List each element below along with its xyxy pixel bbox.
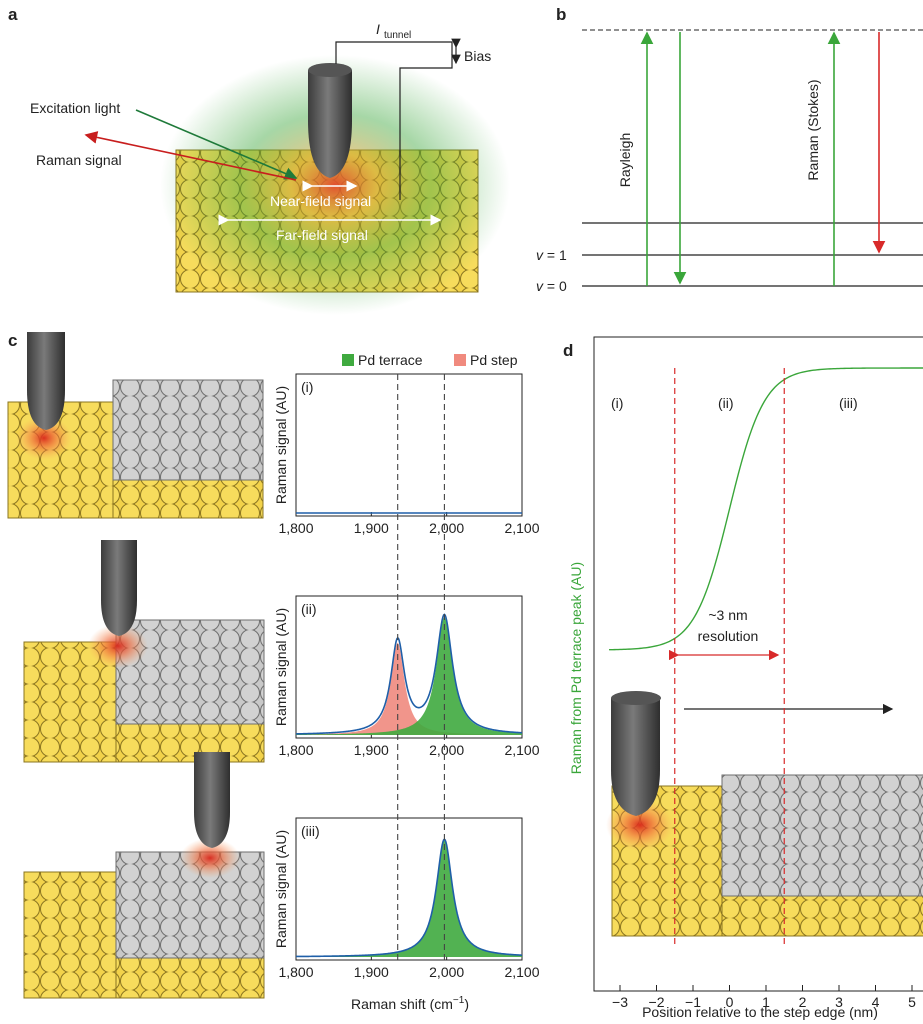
spectrum-line-1 xyxy=(295,613,523,735)
legend-terrace: Pd terrace xyxy=(358,352,423,368)
d-x-tick-label-5: 2 xyxy=(799,994,807,1010)
c-xlabel: Raman shift (cm−1) xyxy=(351,995,469,1012)
peak-fill-1-0 xyxy=(296,642,522,735)
v0-label: v = 0 xyxy=(536,278,567,294)
panel-a-label: a xyxy=(8,5,18,24)
x-tick-label-2-1: 1,900 xyxy=(354,964,389,980)
resolution-line2: resolution xyxy=(698,628,759,644)
c-xlabel-main: Raman shift (cm xyxy=(351,996,453,1012)
subplot-label-i: (i) xyxy=(301,379,313,395)
v1-value: = 1 xyxy=(543,247,567,263)
d-x-tick-label-6: 3 xyxy=(835,994,843,1010)
x-tick-label-2-3: 2,100 xyxy=(504,964,539,980)
region-i: (i) xyxy=(611,395,623,411)
x-tick-label-0-1: 1,900 xyxy=(354,520,389,536)
d-x-tick-label-4: 1 xyxy=(762,994,770,1010)
panel-b-label: b xyxy=(556,5,566,24)
spectrum-plot-iii xyxy=(295,817,523,961)
v0-symbol: v xyxy=(536,278,544,294)
peak-fill-2-0 xyxy=(296,839,522,957)
region-iii: (iii) xyxy=(839,395,858,411)
d-x-tick-label-2: −1 xyxy=(685,994,701,1010)
c-xlabel-sup: −1 xyxy=(453,995,465,1006)
x-tick-label-1-1: 1,900 xyxy=(354,742,389,758)
subplot-label-iii: (iii) xyxy=(301,823,320,839)
d-x-tick-label-1: −2 xyxy=(649,994,665,1010)
resolution-line1: ~3 nm xyxy=(708,607,747,623)
d-plot-frame xyxy=(593,336,923,992)
x-tick-label-2-2: 2,000 xyxy=(429,964,464,980)
raman-stokes-label: Raman (Stokes) xyxy=(805,79,821,180)
bias-label: Bias xyxy=(464,48,491,64)
d-marks: −3 −2 −1 0 1 2 3 4 5 xyxy=(609,367,923,1010)
x-tick-label-0-2: 2,000 xyxy=(429,520,464,536)
panel-d-label: d xyxy=(563,341,573,360)
rayleigh-label: Rayleigh xyxy=(617,133,633,187)
near-field-label: Near-field signal xyxy=(270,193,371,209)
spectrum-line-2 xyxy=(295,838,523,958)
d-illustration xyxy=(606,691,923,937)
x-tick-label-1-2: 2,000 xyxy=(429,742,464,758)
x-tick-label-0-3: 2,100 xyxy=(504,520,539,536)
terrace-signal-curve xyxy=(609,367,923,651)
illustration-i xyxy=(7,332,264,519)
far-field-label: Far-field signal xyxy=(276,227,368,243)
ylabel-i: Raman signal (AU) xyxy=(273,386,289,504)
raman-signal-label: Raman signal xyxy=(36,152,122,168)
c-xlabel-tail: ) xyxy=(464,996,469,1012)
d-x-tick-label-7: 4 xyxy=(872,994,880,1010)
ylabel-iii: Raman signal (AU) xyxy=(273,830,289,948)
region-ii: (ii) xyxy=(718,395,734,411)
panel-a: a I tunnel Bias Excitation light Raman s… xyxy=(8,5,510,315)
tunnel-subscript: tunnel xyxy=(384,30,411,41)
subplot-label-ii: (ii) xyxy=(301,601,317,617)
raman-signal-arrow xyxy=(84,131,297,181)
x-tick-label-0-0: 1,800 xyxy=(278,520,313,536)
panel-c-label: c xyxy=(8,331,17,350)
excitation-label: Excitation light xyxy=(30,100,120,116)
stm-tip xyxy=(308,66,352,178)
illustration-ii xyxy=(23,540,265,763)
d-x-tick-label-0: −3 xyxy=(612,994,628,1010)
spectrum-plot-ii xyxy=(295,595,523,739)
x-tick-label-2-0: 1,800 xyxy=(278,964,313,980)
x-tick-label-1-3: 2,100 xyxy=(504,742,539,758)
panel-b: b Rayleigh Raman (Stokes) v = 1 v = 0 xyxy=(536,5,923,294)
v1-label: v = 1 xyxy=(536,247,567,263)
d-ylabel: Raman from Pd terrace peak (AU) xyxy=(568,562,584,774)
x-tick-label-1-0: 1,800 xyxy=(278,742,313,758)
d-x-tick-label-3: 0 xyxy=(726,994,734,1010)
legend-swatch-terrace xyxy=(342,354,354,366)
ylabel-ii: Raman signal (AU) xyxy=(273,608,289,726)
excitation-arrow xyxy=(135,109,298,180)
panel-c: c Pd terrace Pd step xyxy=(7,331,540,1012)
tunnel-label: I xyxy=(376,21,380,37)
legend-step: Pd step xyxy=(470,352,518,368)
illustration-iii xyxy=(23,752,265,999)
d-xlabel: Position relative to the step edge (nm) xyxy=(642,1004,878,1020)
spectrum-plot-i xyxy=(295,373,523,517)
panel-d: d (i) (ii) (iii) ~3 nm resolution Raman … xyxy=(563,336,923,1020)
v1-symbol: v xyxy=(536,247,544,263)
stm-tip-top xyxy=(308,63,352,77)
v0-value: = 0 xyxy=(543,278,567,294)
c-marks: 1,800 1,900 2,000 2,100 1,800 1,900 2,000 2,100… xyxy=(278,374,540,980)
legend-swatch-step xyxy=(454,354,466,366)
d-x-tick-label-8: 5 xyxy=(908,994,916,1010)
